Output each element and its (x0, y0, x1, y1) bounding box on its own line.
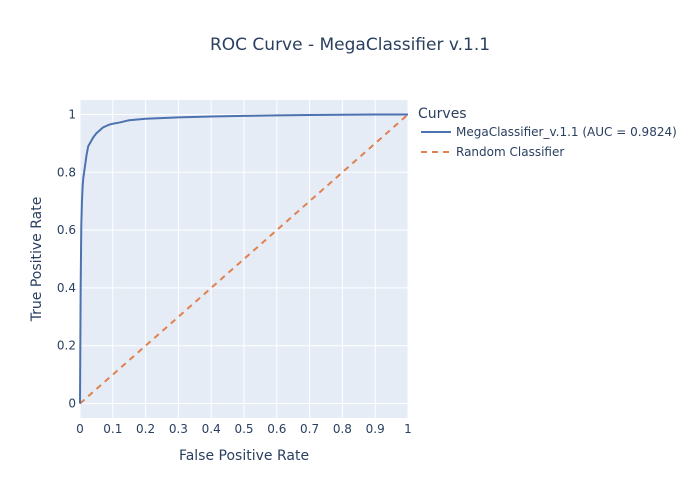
x-tick-label: 0.5 (234, 422, 253, 436)
series-line-megaclassifier (79, 113, 408, 404)
x-tick-label: 0.3 (169, 422, 188, 436)
x-tick-label: 1 (404, 422, 412, 436)
x-tick-labels: 0 0.1 0.2 0.3 0.4 0.5 0.6 0.7 0.8 0.9 1 (76, 422, 412, 436)
x-tick-label: 0.8 (333, 422, 352, 436)
y-tick-label: 0.2 (57, 339, 76, 353)
x-tick-label: 0.6 (267, 422, 286, 436)
x-tick-label: 0.7 (300, 422, 319, 436)
chart-title: ROC Curve - MegaClassifier v.1.1 (210, 35, 490, 55)
y-tick-label: 0.6 (57, 223, 76, 237)
x-tick-label: 0.2 (136, 422, 155, 436)
legend[interactable]: Curves MegaClassifier_v.1.1 (AUC = 0.982… (418, 106, 677, 159)
legend-label-random-classifier: Random Classifier (456, 145, 564, 159)
legend-label-megaclassifier: MegaClassifier_v.1.1 (AUC = 0.9824) (456, 125, 677, 139)
series-line-random-classifier (79, 113, 409, 405)
grid-lines (79, 100, 409, 418)
legend-title: Curves (418, 106, 467, 122)
y-tick-label: 0.4 (57, 281, 76, 295)
series-layer (79, 113, 409, 405)
y-tick-label: 0.8 (57, 165, 76, 179)
y-tick-labels: 0 0.2 0.4 0.6 0.8 1 (57, 107, 76, 410)
x-tick-label: 0.4 (202, 422, 221, 436)
x-tick-label: 0 (76, 422, 84, 436)
x-tick-label: 0.9 (366, 422, 385, 436)
x-tick-label: 0.1 (103, 422, 122, 436)
y-axis-title: True Positive Rate (29, 197, 45, 323)
y-tick-label: 0 (68, 397, 76, 411)
x-axis-title: False Positive Rate (179, 448, 309, 464)
y-tick-label: 1 (68, 107, 76, 121)
